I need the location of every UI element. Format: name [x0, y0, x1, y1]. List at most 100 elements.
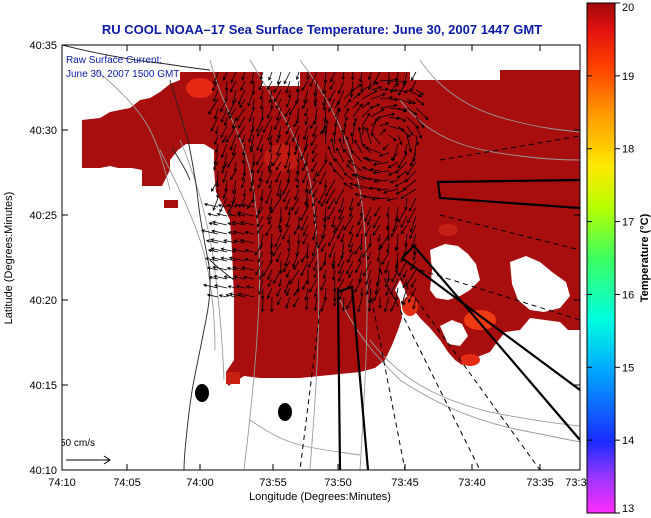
current-vector [310, 134, 318, 146]
current-vector [236, 107, 246, 122]
current-vector [362, 166, 372, 172]
current-vector [259, 80, 264, 91]
current-vector-head [385, 292, 389, 297]
current-vector-head [256, 223, 261, 228]
current-vector-head [267, 86, 271, 91]
current-vector-head [373, 90, 378, 94]
current-vector [405, 197, 408, 210]
current-vector-head [229, 176, 234, 181]
current-vector [286, 98, 291, 108]
current-vector [328, 233, 336, 246]
current-vector [241, 134, 246, 143]
current-vector [370, 103, 380, 109]
current-vector [370, 93, 386, 100]
current-vector-head [266, 295, 271, 300]
current-vector-head [410, 266, 414, 271]
current-vector-head [382, 146, 387, 151]
current-vector [267, 206, 273, 220]
current-vector-head [237, 211, 241, 215]
current-vector-head [228, 256, 233, 260]
current-vector [254, 242, 264, 256]
current-vector-head [341, 128, 345, 133]
current-vector [415, 125, 422, 139]
current-vector [293, 224, 300, 235]
current-vector-head [408, 299, 412, 303]
current-vector-head [294, 211, 299, 215]
current-vector-head [415, 141, 419, 146]
current-vector-head [397, 219, 401, 223]
current-vector [211, 179, 219, 192]
current-vector-head [334, 122, 338, 127]
colorbar-tick-label: 15 [622, 362, 634, 374]
current-vector-head [380, 244, 384, 249]
current-vector [324, 206, 327, 222]
current-vector [230, 71, 237, 83]
current-vector-head [322, 102, 326, 107]
current-vector [333, 131, 336, 145]
current-vector [390, 80, 399, 93]
current-vector [373, 206, 381, 217]
current-vector-head [295, 76, 300, 81]
current-vector [367, 215, 372, 226]
current-vector [256, 134, 264, 151]
current-vector-head [256, 147, 260, 152]
current-vector-head [241, 203, 246, 207]
current-vector [406, 134, 412, 152]
current-vector-head [396, 116, 401, 121]
current-vector-head [421, 124, 425, 129]
current-vector-head [322, 275, 327, 280]
current-vector-head [360, 89, 364, 94]
current-vector-head [220, 119, 224, 123]
current-vector-head [384, 270, 388, 274]
current-vector-head [396, 175, 401, 179]
current-vector [265, 224, 273, 236]
current-vector [232, 89, 237, 104]
current-vector [324, 215, 327, 228]
current-vector [372, 215, 381, 228]
current-vector [406, 125, 414, 136]
current-vector-head [357, 203, 361, 207]
current-vector [407, 206, 417, 224]
current-vector-head [205, 257, 209, 261]
current-vector [293, 116, 300, 128]
current-vector-head [364, 218, 368, 223]
current-vector [208, 249, 219, 253]
current-vector-head [400, 230, 405, 235]
current-vector [288, 242, 291, 252]
current-vector-head [256, 133, 261, 138]
current-vector-head [344, 116, 348, 121]
current-vector-head [332, 302, 337, 307]
current-vector-head [241, 139, 245, 144]
current-vector-head [394, 103, 398, 108]
current-vector [221, 161, 228, 174]
current-vector [333, 278, 336, 292]
current-vector-head [302, 179, 306, 184]
current-vector [324, 71, 327, 83]
current-vector-head [211, 256, 216, 260]
current-vector-head [269, 245, 274, 249]
current-vector-head [282, 236, 286, 240]
current-vector [300, 260, 309, 276]
current-vector [379, 88, 389, 91]
current-vector-head [354, 250, 358, 255]
current-vector-head [219, 208, 223, 213]
current-vector-head [330, 78, 334, 83]
current-vector-head [258, 178, 263, 182]
current-vector-head [223, 122, 228, 127]
current-vector [257, 161, 264, 173]
current-vector-head [328, 254, 332, 259]
current-vector-head [222, 179, 226, 183]
current-vector-head [400, 300, 405, 305]
current-vector-head [257, 169, 261, 174]
current-vector [325, 120, 328, 136]
current-vector-head [256, 128, 260, 133]
current-vector-head [349, 249, 353, 254]
current-vector [302, 224, 309, 236]
current-vector [320, 242, 327, 252]
current-vector [297, 80, 300, 93]
current-vector [385, 287, 390, 296]
current-vector-head [221, 139, 226, 144]
current-vector [314, 296, 318, 311]
current-vector [213, 275, 228, 280]
current-vector [209, 222, 219, 226]
